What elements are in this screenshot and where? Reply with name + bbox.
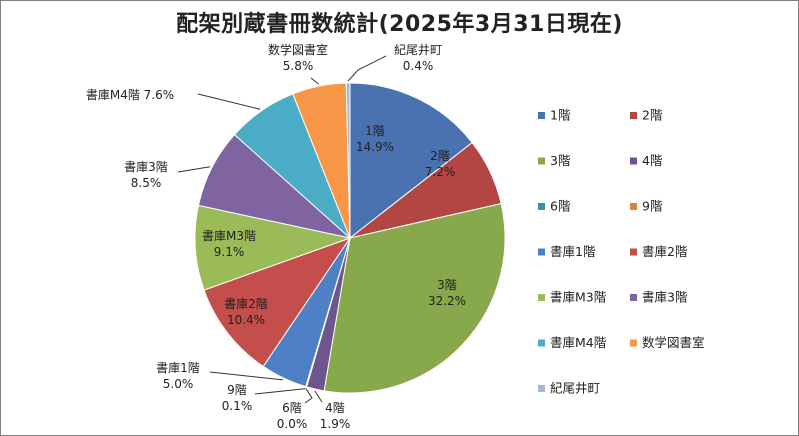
legend-label-10: 書庫M4階 — [550, 335, 607, 350]
data-label-value-3: 1.9% — [320, 417, 351, 431]
leader-lines — [177, 55, 387, 404]
slice-0 — [349, 82, 473, 240]
legend-label-11: 数学図書室 — [642, 335, 705, 350]
data-label-value-9: 8.5% — [131, 176, 162, 190]
data-label-name-2: 3階 — [437, 277, 457, 292]
data-label-name-3: 4階 — [325, 400, 345, 415]
slice-2 — [323, 202, 506, 394]
data-label-value-6: 5.0% — [163, 377, 194, 391]
data-label-value-12: 0.4% — [403, 59, 434, 73]
data-label-name-9: 書庫3階 — [124, 159, 168, 174]
slice-12 — [345, 82, 351, 239]
legend-swatch-3 — [630, 157, 637, 165]
legend-swatch-0 — [538, 112, 545, 119]
legend-swatch-8 — [538, 294, 545, 301]
data-label-name-8: 書庫M3階 — [202, 228, 256, 243]
data-label-value-5: 0.1% — [222, 399, 253, 413]
legend-label-2: 3階 — [550, 153, 571, 168]
leader-line-9 — [177, 166, 211, 173]
legend-label-9: 書庫3階 — [642, 290, 688, 305]
slice-8 — [194, 204, 352, 291]
legend-label-12: 紀尾井町 — [550, 381, 600, 396]
legend-label-5: 9階 — [642, 199, 663, 214]
data-label-value-7: 10.4% — [227, 313, 265, 327]
data-label-10: 書庫M4階 7.6% — [86, 87, 174, 102]
data-label-value-8: 9.1% — [214, 245, 245, 259]
legend-swatch-10 — [538, 339, 545, 347]
legend-label-3: 4階 — [642, 153, 663, 168]
legend-swatch-2 — [538, 157, 545, 165]
chart-title: 配架別蔵書冊数統計(2025年3月31日現在) — [176, 12, 623, 37]
data-label-name-1: 2階 — [430, 148, 450, 163]
data-label-value-2: 32.2% — [428, 294, 466, 308]
legend-label-0: 1階 — [550, 108, 571, 123]
leader-line-5 — [254, 388, 306, 395]
legend-swatch-11 — [630, 339, 637, 347]
leader-line-12 — [347, 55, 387, 82]
leader-line-3 — [314, 390, 323, 403]
legend-label-6: 書庫1階 — [550, 244, 596, 259]
data-label-name-5: 9階 — [227, 382, 247, 397]
data-label-name-4: 6階 — [282, 400, 302, 415]
leader-line-6 — [209, 371, 283, 381]
legend-label-8: 書庫M3階 — [550, 290, 607, 305]
data-label-name-7: 書庫2階 — [224, 296, 268, 311]
legend-swatch-9 — [630, 294, 637, 301]
legend-swatch-5 — [630, 203, 637, 210]
legend-swatch-4 — [538, 203, 545, 210]
data-label-value-1: 7.2% — [425, 165, 456, 179]
legend-label-1: 2階 — [642, 108, 663, 123]
leader-line-11 — [310, 77, 319, 85]
leader-line-10 — [197, 93, 261, 110]
data-label-name-11: 数学図書室 — [268, 42, 328, 57]
legend-swatch-1 — [630, 112, 637, 119]
legend-swatch-12 — [538, 385, 545, 392]
data-labels: 1階 14.9% 2階 7.2% 3階 32.2% 4階 1.9% 6階 0.0% 9階 0.1% 書庫… — [86, 42, 466, 431]
leader-line-4 — [304, 388, 313, 404]
legend-label-7: 書庫2階 — [642, 244, 688, 259]
legend-label-4: 6階 — [550, 199, 571, 214]
data-label-name-12: 紀尾井町 — [394, 43, 442, 57]
data-label-name-0: 1階 — [365, 123, 385, 138]
slice-7 — [203, 237, 352, 368]
pie-slices — [194, 82, 506, 394]
legend-swatch-7 — [630, 248, 637, 256]
data-label-value-4: 0.0% — [277, 417, 308, 431]
data-label-name-6: 書庫1階 — [156, 360, 200, 375]
data-label-value-11: 5.8% — [283, 59, 314, 73]
data-label-value-0: 14.9% — [356, 140, 394, 154]
legend-swatch-6 — [538, 248, 545, 256]
